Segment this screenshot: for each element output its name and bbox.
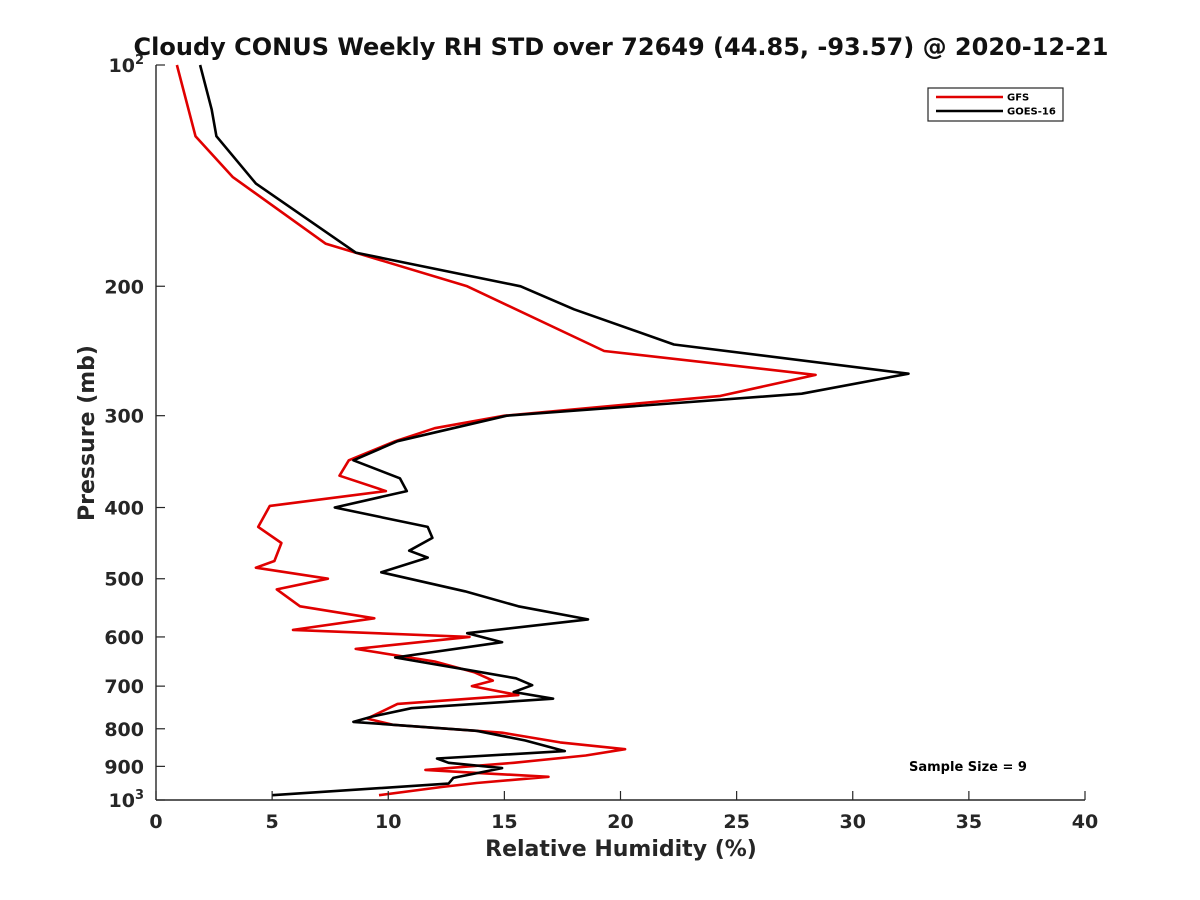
legend-label-gfs: GFS <box>1007 93 1029 104</box>
x-axis-ticks: 0 5 10 15 20 25 30 35 40 <box>149 791 1098 833</box>
series-line-goes16 <box>198 64 910 797</box>
y-tick-label: 103 <box>109 788 145 812</box>
y-tick-label: 102 <box>109 53 145 77</box>
y-tick-label: 300 <box>104 406 144 428</box>
x-tick-label: 15 <box>491 811 517 833</box>
y-tick-label: 600 <box>104 627 144 649</box>
sample-size-annotation: Sample Size = 9 <box>909 760 1027 775</box>
x-tick-label: 30 <box>840 811 866 833</box>
y-tick-label: 700 <box>104 676 144 698</box>
plot-area: 0 5 10 15 20 25 30 35 40 102 200 300 400 500 600 700 80… <box>104 53 1098 833</box>
y-tick-label: 800 <box>104 719 144 741</box>
series-layer <box>175 64 910 797</box>
x-tick-label: 35 <box>956 811 982 833</box>
x-tick-label: 25 <box>723 811 749 833</box>
chart-title: Cloudy CONUS Weekly RH STD over 72649 (4… <box>134 33 1109 61</box>
x-tick-label: 5 <box>266 811 279 833</box>
y-axis-ticks: 102 200 300 400 500 600 700 800 900 103 <box>104 53 165 812</box>
x-axis-label: Relative Humidity (%) <box>485 837 757 862</box>
x-tick-label: 10 <box>375 811 401 833</box>
y-tick-label: 400 <box>104 498 144 520</box>
x-tick-label: 0 <box>149 811 162 833</box>
legend-box <box>927 87 1064 122</box>
x-tick-label: 20 <box>607 811 633 833</box>
y-tick-label: 500 <box>104 569 144 591</box>
series-line-gfs <box>175 64 817 797</box>
y-tick-label: 200 <box>104 276 144 298</box>
legend-label-goes16: GOES-16 <box>1007 107 1056 118</box>
legend: GFS GOES-16 <box>927 87 1064 122</box>
x-tick-label: 40 <box>1072 811 1098 833</box>
y-tick-label: 900 <box>104 756 144 778</box>
y-axis-label: Pressure (mb) <box>75 345 100 521</box>
